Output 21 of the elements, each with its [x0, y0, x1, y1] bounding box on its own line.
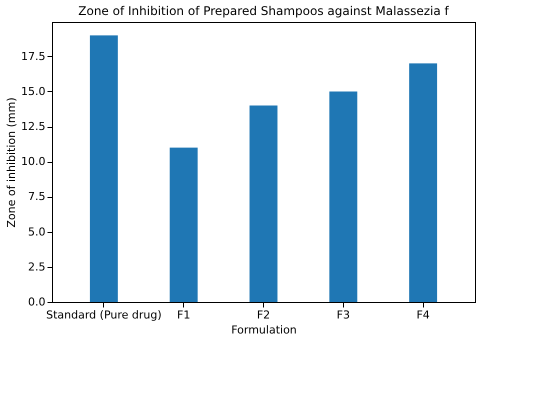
y-tick-label: 17.5 [21, 50, 46, 63]
y-tick-label: 10.0 [21, 155, 46, 168]
y-tick-label: 0.0 [28, 296, 46, 308]
x-tick-label: Standard (Pure drug) [46, 308, 162, 322]
y-tick-label: 15.0 [21, 84, 46, 98]
bar [170, 148, 198, 302]
x-axis-title: Formulation [231, 324, 297, 336]
x-tick-label: F2 [256, 308, 270, 322]
y-tick-label: 12.5 [21, 120, 46, 134]
bar [250, 106, 278, 302]
chart-title: Zone of Inhibition of Prepared Shampoos against Malassezia f [78, 4, 450, 18]
x-tick-label: F3 [336, 308, 350, 322]
x-tick-label: F1 [177, 308, 190, 322]
y-tick-label: 5.0 [28, 225, 46, 238]
bar [329, 91, 358, 302]
y-tick-label: 2.5 [28, 260, 46, 274]
y-tick-label: 7.5 [28, 190, 46, 204]
bar [90, 35, 118, 302]
x-tick-label: F4 [416, 308, 430, 322]
y-axis-title: Zone of inhibition (mm) [5, 97, 18, 228]
bar [409, 63, 438, 302]
